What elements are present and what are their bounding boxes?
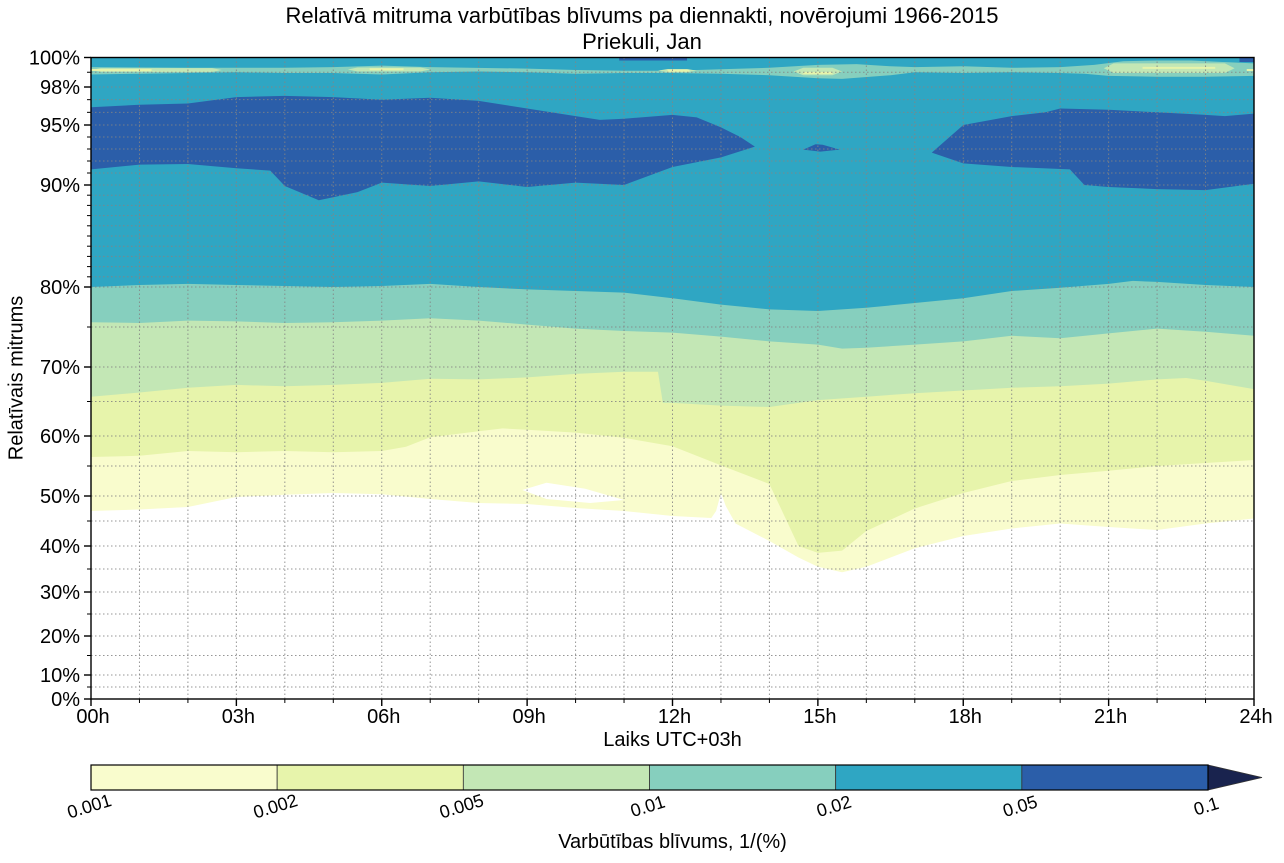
colorbar-segment <box>835 764 1023 791</box>
y-tick-label: 70% <box>40 357 80 379</box>
white-island <box>522 482 624 503</box>
chart-title: Relatīvā mitruma varbūtības blīvums pa d… <box>285 3 999 28</box>
y-tick-label: 95% <box>40 115 80 137</box>
y-tick-label: 40% <box>40 536 80 558</box>
colorbar-tick-label: 0.002 <box>251 790 300 822</box>
dark-band-left <box>91 95 755 201</box>
y-tick-label: 80% <box>40 277 80 299</box>
x-tick-label: 09h <box>512 706 545 728</box>
colorbar-tick-label: 0.001 <box>65 790 114 822</box>
x-tick-label: 06h <box>367 706 400 728</box>
x-tick-label: 03h <box>222 706 255 728</box>
y-tick-label: 50% <box>40 486 80 508</box>
dark-band-blob <box>803 144 840 152</box>
y-tick-label: 20% <box>40 626 80 648</box>
x-tick-label: 21h <box>1094 706 1127 728</box>
colorbar-tick-label: 0.05 <box>1000 792 1039 821</box>
x-tick-label: 18h <box>949 706 982 728</box>
x-tick-label: 00h <box>76 706 109 728</box>
x-tick-label: 12h <box>658 706 691 728</box>
colorbar-segment <box>462 764 650 791</box>
chart-subtitle: Priekuli, Jan <box>582 29 702 54</box>
top-edge-dark-strip <box>1239 57 1254 62</box>
colorbar-label: Varbūtības blīvums, 1/(%) <box>558 831 787 853</box>
colorbar-segment <box>649 764 837 791</box>
colorbar-segment <box>90 764 278 791</box>
colorbar-arrow <box>1207 764 1263 791</box>
x-tick-label: 24h <box>1239 706 1272 728</box>
colorbar-segment <box>276 764 464 791</box>
y-tick-label: 10% <box>40 665 80 687</box>
y-tick-label: 90% <box>40 175 80 197</box>
band-0.02-0.05 <box>91 57 1254 311</box>
y-tick-label: 0% <box>51 689 80 711</box>
colorbar-segment <box>1021 764 1209 791</box>
colorbar-tick-label: 0.005 <box>437 790 486 822</box>
x-tick-label: 15h <box>803 706 836 728</box>
top-edge-dark-strip <box>619 57 688 61</box>
y-tick-label: 100% <box>29 48 80 70</box>
y-tick-label: 30% <box>40 582 80 604</box>
colorbar-border <box>90 764 1209 791</box>
colorbar-tick-label: 0.1 <box>1191 793 1221 819</box>
colorbar-tick-label: 0.01 <box>628 792 667 821</box>
colorbar-tick-label: 0.02 <box>814 792 853 821</box>
dark-band-right <box>931 108 1254 191</box>
x-axis-label: Laiks UTC+03h <box>603 729 742 751</box>
y-tick-label: 60% <box>40 426 80 448</box>
y-tick-label: 98% <box>40 77 80 99</box>
